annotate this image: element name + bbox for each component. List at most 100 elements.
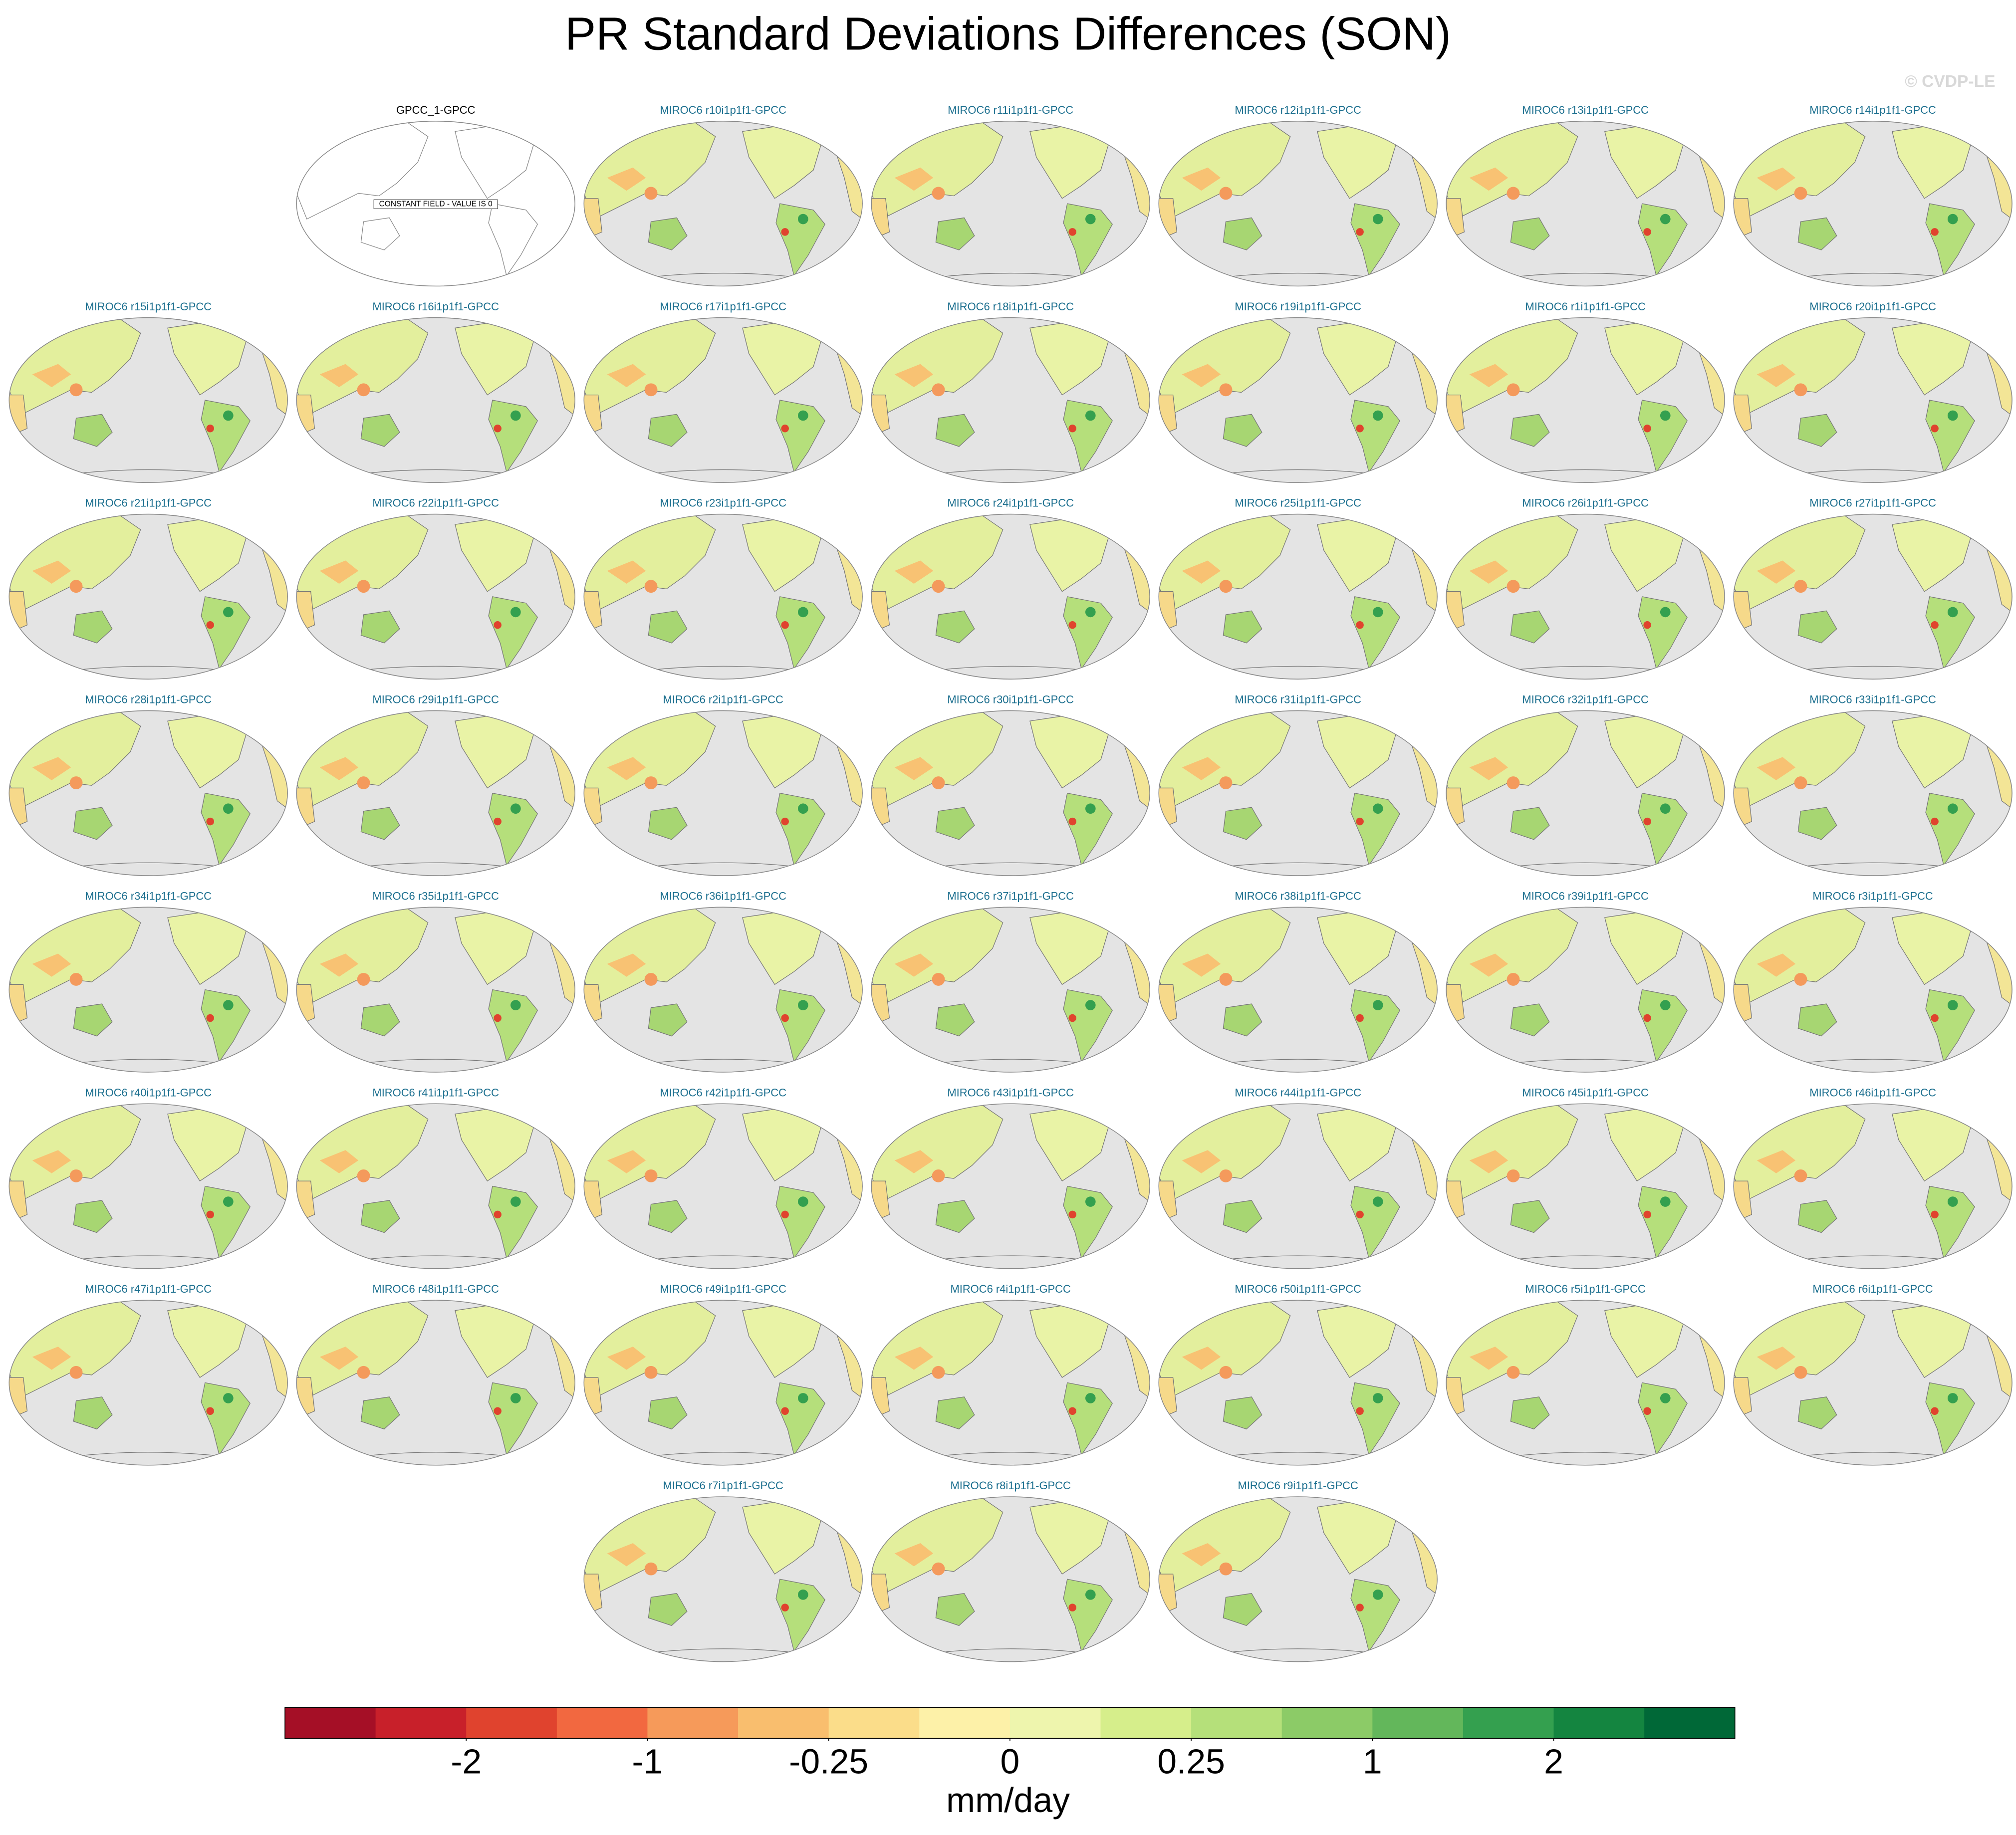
map-panel: [1734, 514, 2012, 680]
panel-title: MIROC6 r2i1p1f1-GPCC: [663, 693, 783, 706]
panel-title: MIROC6 r27i1p1f1-GPCC: [1809, 497, 1936, 509]
map-panel: [1446, 907, 1725, 1072]
colorbar-box: [1463, 1707, 1554, 1739]
colorbar-box: [828, 1707, 920, 1739]
map-panel: [584, 1497, 862, 1662]
colorbar-tick-label: -1: [632, 1742, 663, 1781]
panel-title: MIROC6 r14i1p1f1-GPCC: [1809, 104, 1936, 116]
panel-title: MIROC6 r34i1p1f1-GPCC: [85, 890, 212, 902]
colorbar-tick-label: 0: [1000, 1742, 1019, 1781]
map-panel: [871, 318, 1150, 483]
panel-title: MIROC6 r49i1p1f1-GPCC: [660, 1283, 786, 1295]
map-panel: [9, 514, 287, 680]
panel-title: MIROC6 r15i1p1f1-GPCC: [85, 300, 212, 313]
panel-title: MIROC6 r37i1p1f1-GPCC: [947, 890, 1074, 902]
panel-title: MIROC6 r50i1p1f1-GPCC: [1235, 1283, 1361, 1295]
map-panel: [9, 1300, 287, 1465]
colorbar-tick-label: 1: [1363, 1742, 1382, 1781]
panel-title: MIROC6 r3i1p1f1-GPCC: [1812, 890, 1933, 902]
map-panel: [584, 121, 862, 286]
colorbar-box: [285, 1707, 376, 1739]
map-panel: [871, 514, 1150, 680]
map-panel: [871, 710, 1150, 876]
panel-title: MIROC6 r29i1p1f1-GPCC: [372, 693, 499, 706]
panel-title: MIROC6 r46i1p1f1-GPCC: [1809, 1086, 1936, 1099]
map-panel: [1159, 907, 1437, 1072]
panel-title: MIROC6 r48i1p1f1-GPCC: [372, 1283, 499, 1295]
colorbar-label: mm/day: [946, 1781, 1070, 1820]
map-panel: [584, 710, 862, 876]
map-panel: [584, 514, 862, 680]
colorbar-box: [375, 1707, 467, 1739]
panel-title: MIROC6 r24i1p1f1-GPCC: [947, 497, 1074, 509]
panel-title: MIROC6 r9i1p1f1-GPCC: [1238, 1479, 1358, 1492]
map-panel: [1734, 318, 2012, 483]
map-panel: [9, 907, 287, 1072]
map-panel: [1159, 1497, 1437, 1662]
colorbar-tick-label: -0.25: [789, 1742, 868, 1781]
panel-title: MIROC6 r17i1p1f1-GPCC: [660, 300, 786, 313]
panel-title: MIROC6 r33i1p1f1-GPCC: [1809, 693, 1936, 706]
panel-title: MIROC6 r4i1p1f1-GPCC: [950, 1283, 1070, 1295]
map-panel: [1159, 121, 1437, 286]
map-panel: [871, 121, 1150, 286]
panel-note: CONSTANT FIELD - VALUE IS 0: [379, 200, 493, 208]
map-panel: [1446, 710, 1725, 876]
map-panel: [1159, 514, 1437, 680]
panel-title: MIROC6 r25i1p1f1-GPCC: [1235, 497, 1361, 509]
panel-title: MIROC6 r22i1p1f1-GPCC: [372, 497, 499, 509]
panel-title: MIROC6 r7i1p1f1-GPCC: [663, 1479, 783, 1492]
panel-title: MIROC6 r31i1p1f1-GPCC: [1235, 693, 1361, 706]
map-panel: [871, 1497, 1150, 1662]
map-panel: [1734, 710, 2012, 876]
colorbar-tick-label: -2: [451, 1742, 482, 1781]
panel-title: MIROC6 r6i1p1f1-GPCC: [1812, 1283, 1933, 1295]
colorbar-box: [738, 1707, 829, 1739]
panel-title: MIROC6 r39i1p1f1-GPCC: [1522, 890, 1649, 902]
map-panel: [1159, 1104, 1437, 1269]
panel-title: MIROC6 r13i1p1f1-GPCC: [1522, 104, 1649, 116]
note-box: [373, 199, 498, 210]
map-panel: [1159, 318, 1437, 483]
panel-title: MIROC6 r32i1p1f1-GPCC: [1522, 693, 1649, 706]
map-panel: [871, 1300, 1150, 1465]
map-panel: [1446, 318, 1725, 483]
map-panel: [584, 1300, 862, 1465]
panel-title: MIROC6 r35i1p1f1-GPCC: [372, 890, 499, 902]
colorbar-box: [1009, 1707, 1101, 1739]
colorbar-box: [1191, 1707, 1282, 1739]
map-panel: [296, 1300, 575, 1465]
panel-title: MIROC6 r28i1p1f1-GPCC: [85, 693, 212, 706]
map-panel: [9, 1104, 287, 1269]
map-panel: [1734, 1104, 2012, 1269]
panel-title: MIROC6 r8i1p1f1-GPCC: [950, 1479, 1070, 1492]
panel-title: MIROC6 r40i1p1f1-GPCC: [85, 1086, 212, 1099]
colorbar-box: [556, 1707, 648, 1739]
map-panel: [296, 514, 575, 680]
map-panel: [296, 1104, 575, 1269]
panel-title: MIROC6 r1i1p1f1-GPCC: [1525, 300, 1645, 313]
panel-title: MIROC6 r38i1p1f1-GPCC: [1235, 890, 1361, 902]
colorbar-box: [1553, 1707, 1645, 1739]
map-panel: [871, 1104, 1150, 1269]
panel-title: MIROC6 r43i1p1f1-GPCC: [947, 1086, 1074, 1099]
panel-title: MIROC6 r18i1p1f1-GPCC: [947, 300, 1074, 313]
panel-title: MIROC6 r44i1p1f1-GPCC: [1235, 1086, 1361, 1099]
panel-title: MIROC6 r42i1p1f1-GPCC: [660, 1086, 786, 1099]
map-panel: [296, 710, 575, 876]
panel-title: MIROC6 r36i1p1f1-GPCC: [660, 890, 786, 902]
map-panel: [9, 318, 287, 483]
map-panel: [584, 907, 862, 1072]
map-panel: [1446, 121, 1725, 286]
panel-title: MIROC6 r23i1p1f1-GPCC: [660, 497, 786, 509]
colorbar-box: [1372, 1707, 1464, 1739]
watermark: © CVDP-LE: [1905, 72, 1995, 91]
colorbar-box: [1281, 1707, 1373, 1739]
colorbar-tick-label: 2: [1544, 1742, 1563, 1781]
panel-title: MIROC6 r11i1p1f1-GPCC: [948, 104, 1073, 116]
colorbar-box: [466, 1707, 557, 1739]
map-panel: [296, 907, 575, 1072]
map-panel: [584, 1104, 862, 1269]
map-panel: [1734, 1300, 2012, 1465]
